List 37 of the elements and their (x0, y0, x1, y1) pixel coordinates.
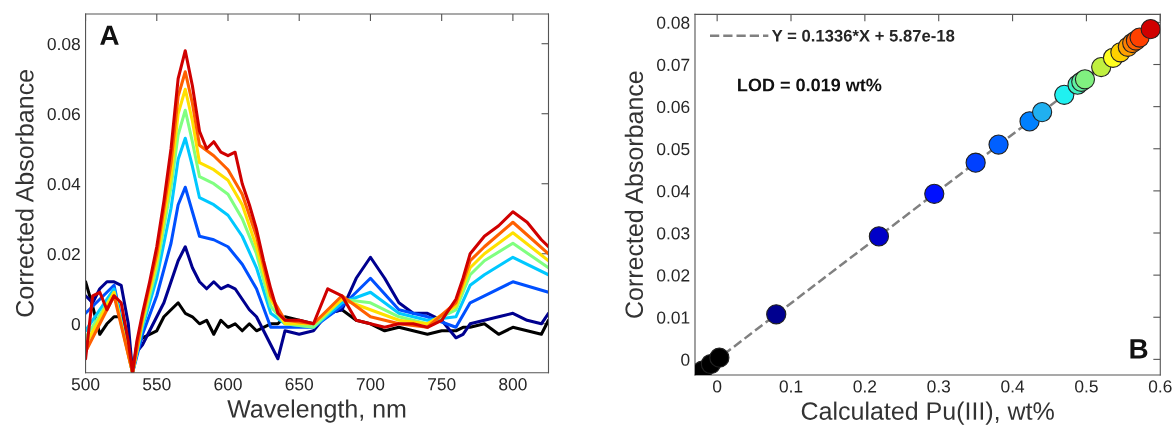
y-tick-label: 0.03 (657, 227, 690, 240)
x-tick-label: 0.5 (1075, 380, 1098, 393)
x-tick-label: 0.2 (853, 380, 877, 393)
x-tick-label: 750 (428, 378, 456, 391)
y-tick-label: 0.07 (657, 58, 690, 71)
x-tick-label: 0.1 (779, 380, 803, 393)
y-tick-label: 0.08 (657, 16, 690, 29)
annotation: B (1130, 339, 1148, 359)
x-tick-label: 0.4 (1001, 380, 1025, 393)
x-tick-label: 0.3 (927, 380, 951, 393)
x-axis-title: Wavelength, nm (227, 399, 406, 423)
y-axis-title: Corrected Absorbance (15, 70, 34, 317)
x-tick-label: 800 (499, 378, 527, 391)
x-axis-title: Calculated Pu(III), wt% (801, 401, 1054, 425)
x-tick-label: 0.6 (1148, 380, 1172, 393)
x-tick-label: 0 (713, 380, 722, 393)
y-axis-title: Corrected Absorbance (624, 71, 644, 318)
y-tick-label: 0.04 (657, 185, 690, 198)
x-tick-label: 650 (285, 378, 314, 391)
y-tick-label: 0.05 (657, 142, 690, 156)
y-tick-label: 0.08 (47, 37, 80, 51)
annotation: A (100, 25, 119, 45)
annotation: LOD = 0.019 wt% (738, 78, 882, 92)
legend-label: Y = 0.1336*X + 5.87e-18 (771, 29, 955, 42)
y-tick-label: 0 (71, 317, 81, 331)
point (1140, 19, 1161, 40)
y-tick-label: 0.04 (47, 177, 81, 191)
x-tick-label: 500 (71, 378, 100, 391)
y-tick-label: 0.06 (657, 100, 690, 114)
y-tick-label: 0.01 (657, 311, 690, 324)
y-tick-label: 0.06 (47, 107, 80, 121)
x-tick-label: 700 (356, 378, 385, 391)
y-tick-label: 0 (681, 353, 690, 366)
x-tick-label: 550 (142, 378, 171, 391)
y-tick-label: 0.02 (657, 269, 690, 282)
y-tick-label: 0.02 (47, 247, 80, 261)
x-tick-label: 600 (214, 378, 242, 391)
